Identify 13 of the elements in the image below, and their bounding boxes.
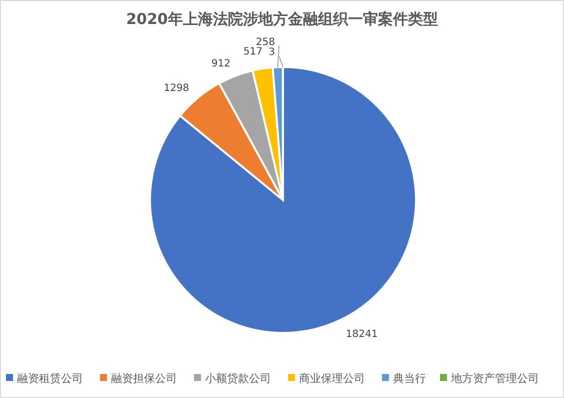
legend-label: 小额贷款公司	[205, 372, 271, 385]
data-label: 18241	[346, 328, 378, 340]
legend-label: 典当行	[393, 372, 426, 385]
data-label: 1298	[164, 82, 190, 94]
data-label: 912	[211, 58, 230, 70]
legend-label: 融资担保公司	[111, 372, 177, 385]
data-label: 3	[268, 47, 275, 58]
chart-title: 2020年上海法院涉地方金融组织一审案件类型	[126, 10, 438, 28]
legend-label: 融资租赁公司	[17, 372, 83, 385]
legend-label: 地方资产管理公司	[450, 372, 539, 385]
data-label: 517	[243, 46, 262, 58]
legend-label: 商业保理公司	[299, 372, 365, 385]
data-label: 258	[256, 37, 275, 48]
